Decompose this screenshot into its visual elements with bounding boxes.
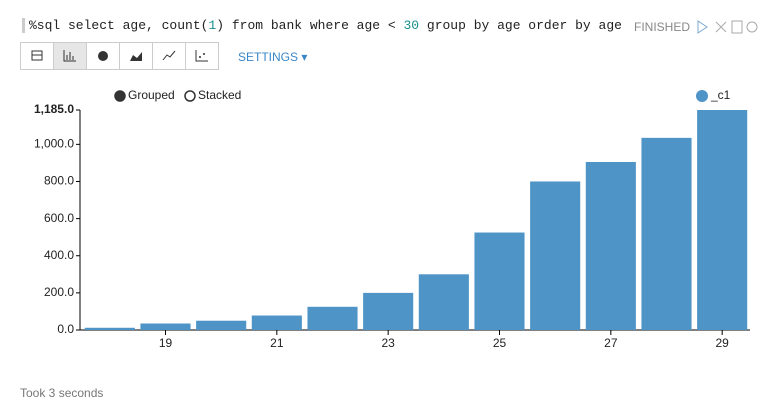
y-tick-label: 1,000.0 [34,137,74,151]
bar [530,181,581,330]
x-tick-label: 19 [159,336,173,350]
query-number: 1 [208,18,217,33]
mode-radio[interactable] [114,90,126,102]
bar [585,161,636,330]
query[interactable]: %sql select age, count(1) from bank wher… [22,18,622,33]
y-tick-label: 200.0 [44,285,74,299]
bar [418,274,469,330]
y-tick-label: 800.0 [44,174,74,188]
bar [251,315,302,330]
settings-label: SETTINGS [238,50,299,64]
toolbar [20,42,219,70]
output-icon[interactable] [731,20,743,34]
paragraph-controls [697,20,758,34]
query-text: ) from bank where age < [216,18,404,33]
y-tick-label: 1,185.0 [34,102,74,116]
mode-radio[interactable] [184,90,196,102]
status: FINISHED [634,20,691,34]
legend-label: _c1 [710,88,731,102]
scatter-button[interactable] [185,42,219,70]
bar [307,306,358,330]
bar [363,292,414,330]
x-tick-label: 21 [270,336,284,350]
mode-label: Grouped [128,88,175,102]
settings-icon[interactable] [746,21,758,33]
x-tick-label: 23 [381,336,395,350]
bar [140,323,191,330]
bar [641,137,692,330]
x-tick-label: 25 [493,336,507,350]
footer: Took 3 seconds [20,386,104,400]
pie-button[interactable] [86,42,120,70]
run-icon[interactable] [697,20,708,34]
query-text: group by age order by age [419,18,622,33]
y-tick-label: 600.0 [44,211,74,225]
settings-button[interactable]: SETTINGS ▾ [238,50,308,64]
bar [84,327,135,330]
table-button[interactable] [20,42,54,70]
hide-icon[interactable] [715,21,727,33]
bar [697,110,748,330]
x-tick-label: 29 [715,336,729,350]
bar [474,232,525,330]
x-tick-label: 27 [604,336,618,350]
query-number: 30 [403,18,420,33]
chart: Grouped Stacked _c1 0.0 200.0 400.0 600.0 800.0… [34,88,750,350]
y-tick-label: 0.0 [57,322,74,336]
bar-button[interactable] [53,42,87,70]
bar [196,320,247,330]
mode-label: Stacked [198,88,241,102]
y-tick-label: 400.0 [44,248,74,262]
area-button[interactable] [119,42,153,70]
line-button[interactable] [152,42,186,70]
query-text: %sql select age, count( [29,18,209,33]
legend-marker [696,90,708,102]
